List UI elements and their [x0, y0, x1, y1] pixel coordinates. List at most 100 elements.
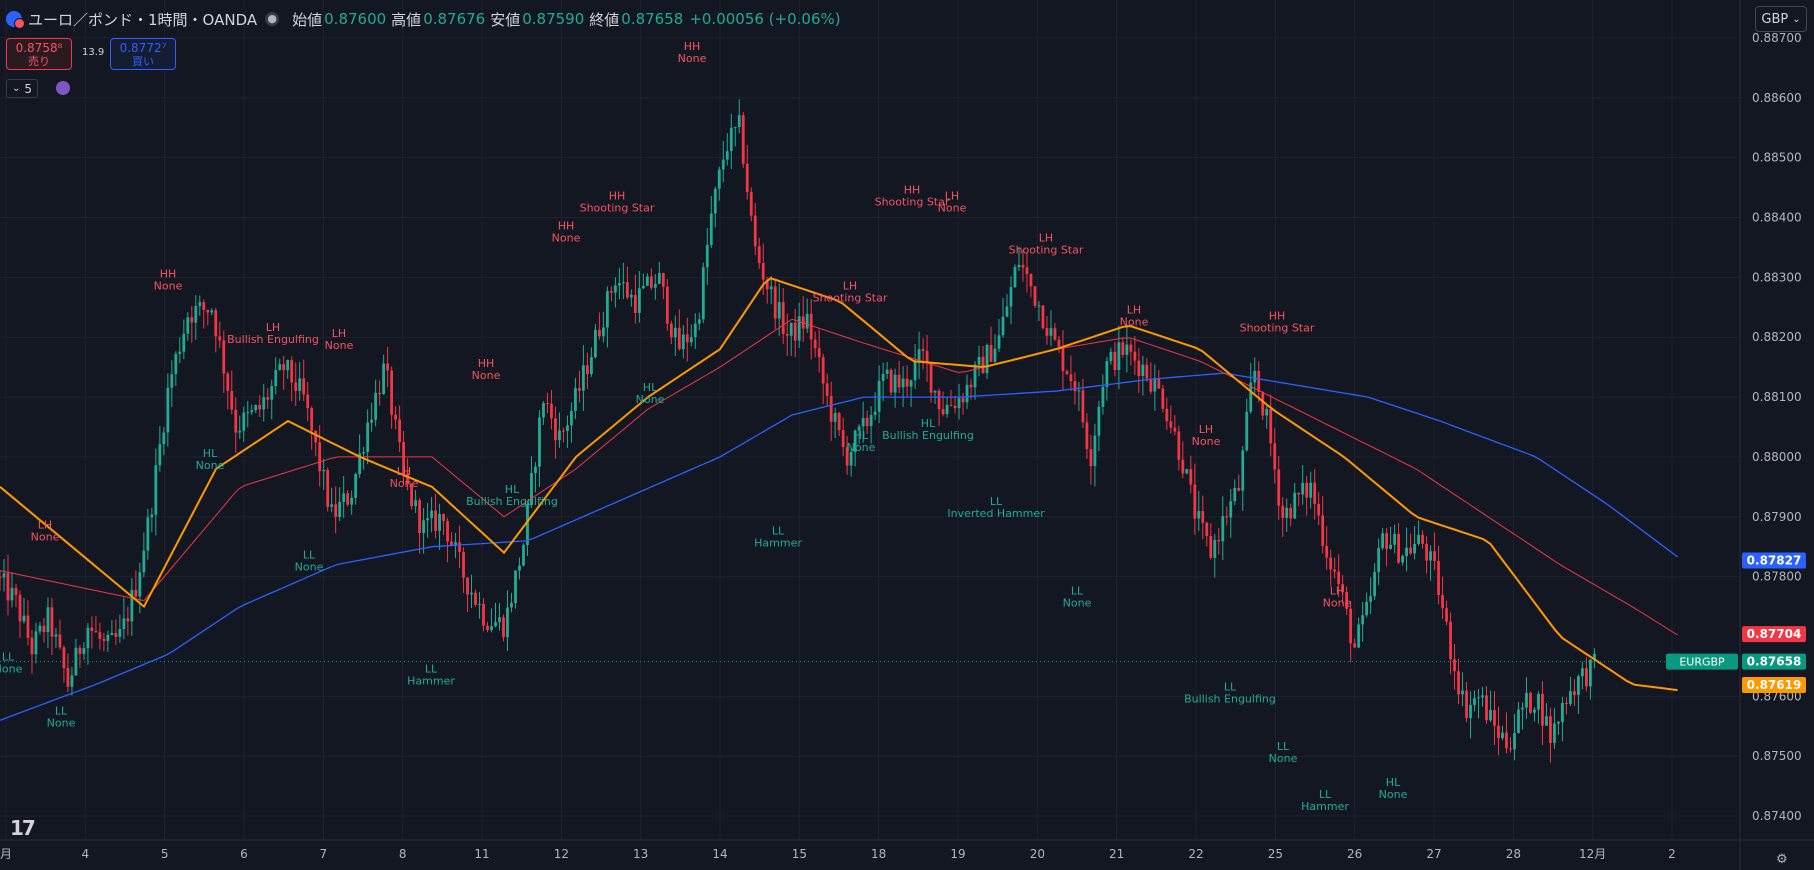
candle-body — [1401, 556, 1404, 563]
candle-body — [234, 409, 238, 433]
close-value: 0.87658 — [621, 10, 684, 28]
candle-body — [1085, 422, 1089, 450]
candle-body — [14, 587, 18, 595]
y-tick-label: 0.88400 — [1752, 210, 1802, 224]
candle-body — [62, 647, 66, 669]
candle-body — [969, 384, 973, 388]
candle-body — [621, 282, 625, 284]
candle-body — [186, 317, 190, 334]
candle-body — [817, 348, 821, 358]
swing-label-pattern: None — [154, 279, 183, 292]
candle-body — [1153, 378, 1157, 392]
candle-body — [1121, 342, 1125, 355]
candle-body — [881, 373, 885, 381]
candle-body — [977, 356, 981, 365]
chevron-down-icon: ⌄ — [1792, 13, 1801, 25]
swing-label-type: HH — [904, 184, 921, 197]
candle-body — [530, 473, 533, 505]
candle-body — [1545, 716, 1548, 726]
candle-body — [1453, 659, 1456, 672]
candle-body — [1205, 522, 1209, 536]
candle-body — [845, 447, 849, 466]
candle-body — [1133, 351, 1137, 361]
candle-body — [350, 497, 354, 505]
candle-body — [733, 127, 737, 129]
candle-body — [146, 517, 150, 551]
candle-body — [861, 417, 865, 427]
indicators-toggle[interactable]: ⌄ 5 — [6, 79, 38, 98]
candle-body — [1041, 305, 1045, 329]
candle-body — [1477, 697, 1480, 699]
symbol-tag-label: EURGBP — [1679, 656, 1725, 669]
candle-body — [1397, 533, 1400, 563]
sell-button[interactable]: 0.8758⁸ 売り — [6, 38, 72, 70]
low-value: 0.87590 — [522, 10, 585, 28]
candle-body — [90, 627, 94, 631]
x-tick-label: 2 — [1668, 847, 1676, 861]
x-tick-label: 28 — [1506, 847, 1521, 861]
candle-body — [338, 501, 342, 517]
x-tick-label: 26 — [1347, 847, 1362, 861]
candle-body — [318, 442, 322, 472]
symbol-price-tag — [1666, 653, 1738, 670]
candle-body — [482, 603, 485, 626]
candle-body — [502, 617, 505, 638]
tradingview-logo-icon[interactable]: 17 — [10, 816, 36, 840]
candle-body — [1313, 482, 1317, 504]
candle-body — [1325, 545, 1329, 558]
high-value: 0.87676 — [423, 10, 486, 28]
candle-body — [30, 637, 34, 655]
candle-body — [42, 625, 46, 633]
candle-body — [837, 413, 841, 431]
swing-label-type: LL — [55, 704, 68, 717]
open-value: 0.87600 — [324, 10, 387, 28]
candle-body — [1065, 371, 1069, 375]
buy-button[interactable]: 0.8772⁷ 買い — [110, 38, 176, 70]
swing-label-type: LL — [303, 549, 316, 562]
candle-body — [278, 364, 282, 370]
candle-body — [1165, 408, 1169, 422]
candle-body — [286, 360, 290, 371]
candle-body — [394, 414, 398, 420]
candle-body — [1221, 516, 1225, 542]
swing-label-type: HL — [921, 417, 936, 430]
candle-body — [921, 349, 925, 351]
candle-body — [761, 263, 765, 280]
candle-body — [1569, 691, 1572, 704]
close-label: 終値 — [589, 10, 620, 29]
y-tick-label: 0.87400 — [1752, 809, 1802, 823]
candle-body — [570, 410, 573, 426]
indicator-icon[interactable] — [56, 81, 70, 95]
spread-value: 13.9 — [82, 47, 105, 58]
candle-body — [226, 373, 230, 391]
swing-label-type: HH — [609, 190, 626, 203]
candle-body — [290, 360, 294, 383]
candle-body — [410, 484, 413, 507]
candle-body — [322, 470, 326, 472]
candle-body — [1081, 390, 1085, 423]
candle-body — [298, 378, 302, 391]
candle-body — [853, 430, 857, 452]
candle-body — [238, 430, 242, 433]
candle-body — [498, 617, 501, 623]
currency-selector[interactable]: GBP ⌄ — [1755, 6, 1807, 32]
header-menu-icon[interactable]: ● — [265, 12, 280, 26]
swing-label-pattern: None — [1120, 315, 1149, 328]
candle-body — [490, 626, 493, 631]
swing-label-type: LH — [945, 190, 959, 203]
candle-body — [258, 404, 262, 410]
candle-body — [1021, 264, 1025, 268]
candle-body — [917, 349, 921, 361]
candle-body — [1405, 547, 1408, 557]
symbol-title[interactable]: ユーロ／ポンド・1時間・OANDA — [28, 10, 258, 29]
x-tick-label: 27 — [1426, 847, 1441, 861]
candle-body — [190, 317, 194, 323]
swing-label-pattern: None — [552, 231, 581, 244]
x-tick-label: 20 — [1030, 847, 1045, 861]
candle-body — [1333, 569, 1337, 572]
candle-body — [1229, 501, 1233, 518]
candle-body — [1373, 571, 1377, 597]
settings-icon[interactable]: ⚙ — [1776, 852, 1788, 867]
